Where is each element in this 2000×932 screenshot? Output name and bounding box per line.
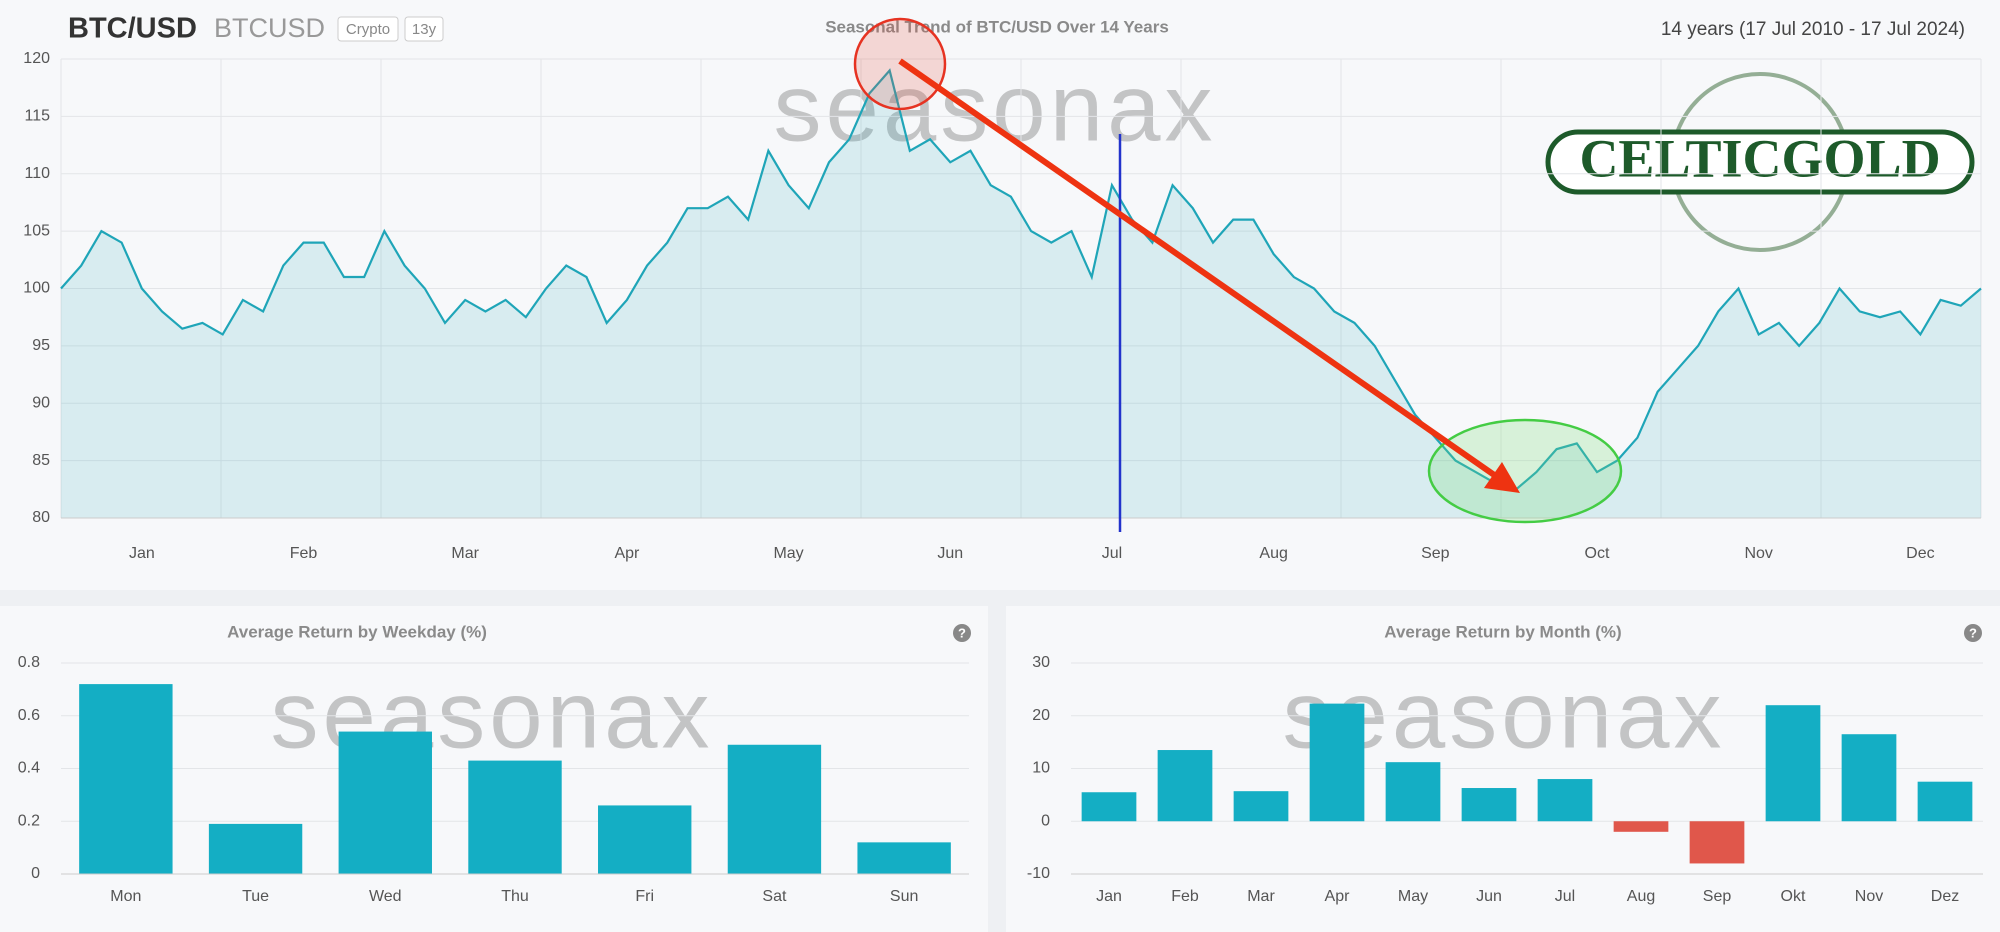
y-tick-label: 115 [24, 108, 50, 125]
bar [1233, 791, 1289, 822]
chart-title: Seasonal Trend of BTC/USD Over 14 Years [825, 17, 1169, 36]
bar [1765, 705, 1821, 822]
x-tick-label: Nov [1744, 545, 1772, 562]
trough-ellipse [1427, 418, 1623, 524]
x-tick-label: Feb [1171, 888, 1199, 905]
x-tick-label: Jul [1102, 545, 1122, 562]
bar [338, 731, 432, 874]
x-tick-label: Jun [1476, 888, 1502, 905]
x-tick-label: Nov [1855, 888, 1883, 905]
x-tick-label: Jan [1096, 888, 1122, 905]
y-tick-label: 105 [23, 222, 50, 239]
line [60, 68, 1982, 491]
bar [1157, 750, 1213, 822]
bar [1309, 703, 1365, 822]
bar [1081, 792, 1137, 822]
logo-text: CELTICGOLD [1579, 128, 1940, 188]
help-text: ? [1969, 625, 1977, 640]
x-tick-label: Apr [1325, 888, 1351, 905]
x-tick-label: Jan [129, 545, 155, 562]
x-tick-label: Fri [635, 888, 654, 905]
chart-title: Average Return by Weekday (%) [227, 622, 487, 641]
bar [79, 684, 173, 874]
bar [598, 805, 692, 874]
x-tick-label: Dez [1931, 888, 1959, 905]
y-tick-label: 80 [32, 509, 50, 526]
badge [404, 16, 444, 42]
logo: CELTICGOLD [1545, 72, 1975, 252]
y-tick-label: 0.6 [18, 707, 40, 724]
y-tick-label: 30 [1032, 654, 1050, 671]
y-tick-label: 0 [31, 865, 40, 882]
y-tick-label: 0.8 [18, 654, 40, 671]
x-tick-label: Wed [369, 888, 402, 905]
x-tick-label: May [1398, 888, 1428, 905]
x-tick-label: Mon [110, 888, 141, 905]
bar [1917, 781, 1973, 822]
x-tick-label: Feb [290, 545, 318, 562]
watermark: seasonax [271, 661, 714, 768]
badge [337, 16, 399, 42]
bar [857, 842, 951, 874]
x-tick-label: Aug [1259, 545, 1287, 562]
y-tick-label: 95 [32, 337, 50, 354]
ticker: BTCUSD [214, 13, 325, 43]
date-range: 14 years (17 Jul 2010 - 17 Jul 2024) [1661, 19, 1965, 40]
x-tick-label: Mar [451, 545, 479, 562]
x-tick-label: Sun [890, 888, 918, 905]
x-tick-label: May [773, 545, 803, 562]
x-tick-label: Mar [1247, 888, 1275, 905]
badge-text: 13y [412, 21, 437, 38]
y-tick-label: 110 [24, 165, 50, 182]
y-tick-label: 20 [1032, 707, 1050, 724]
x-tick-label: Oct [1585, 545, 1610, 562]
bar [1385, 762, 1441, 822]
x-tick-label: Jul [1555, 888, 1575, 905]
x-tick-label: Sep [1703, 888, 1732, 905]
y-tick-label: 90 [32, 394, 50, 411]
help-text: ? [958, 625, 966, 640]
y-tick-label: 10 [1032, 760, 1050, 777]
x-tick-label: Apr [614, 545, 640, 562]
chart-title: Average Return by Month (%) [1384, 622, 1621, 641]
x-tick-label: Sep [1421, 545, 1450, 562]
bar [1461, 788, 1517, 822]
x-tick-label: Dec [1906, 545, 1934, 562]
x-tick-label: Sat [762, 888, 787, 905]
badge-text: Crypto [346, 21, 390, 38]
trend-arrow [898, 58, 1502, 482]
help-icon[interactable] [1964, 624, 1982, 642]
x-tick-label: Thu [501, 888, 529, 905]
bar [1613, 821, 1669, 832]
x-tick-label: Aug [1627, 888, 1655, 905]
x-tick-label: Okt [1781, 888, 1806, 905]
bar [1841, 734, 1897, 822]
symbol: BTC/USD [68, 13, 197, 45]
bar [727, 744, 822, 874]
y-tick-label: 0 [1041, 812, 1050, 829]
bar [208, 823, 303, 874]
y-tick-label: 100 [23, 280, 50, 297]
y-tick-label: 85 [32, 452, 50, 469]
y-tick-label: -10 [1027, 865, 1050, 882]
bar [1537, 779, 1593, 822]
watermark: seasonax [774, 54, 1217, 161]
x-tick-label: Tue [242, 888, 269, 905]
help-icon[interactable] [953, 624, 971, 642]
x-tick-label: Jun [937, 545, 963, 562]
bar [468, 760, 562, 874]
y-tick-label: 0.2 [18, 812, 40, 829]
y-tick-label: 0.4 [18, 760, 40, 777]
bar [1689, 821, 1745, 864]
area [61, 70, 1981, 518]
top-panel [0, 0, 2000, 590]
y-tick-label: 120 [23, 50, 50, 67]
arrow-head [1484, 462, 1520, 493]
